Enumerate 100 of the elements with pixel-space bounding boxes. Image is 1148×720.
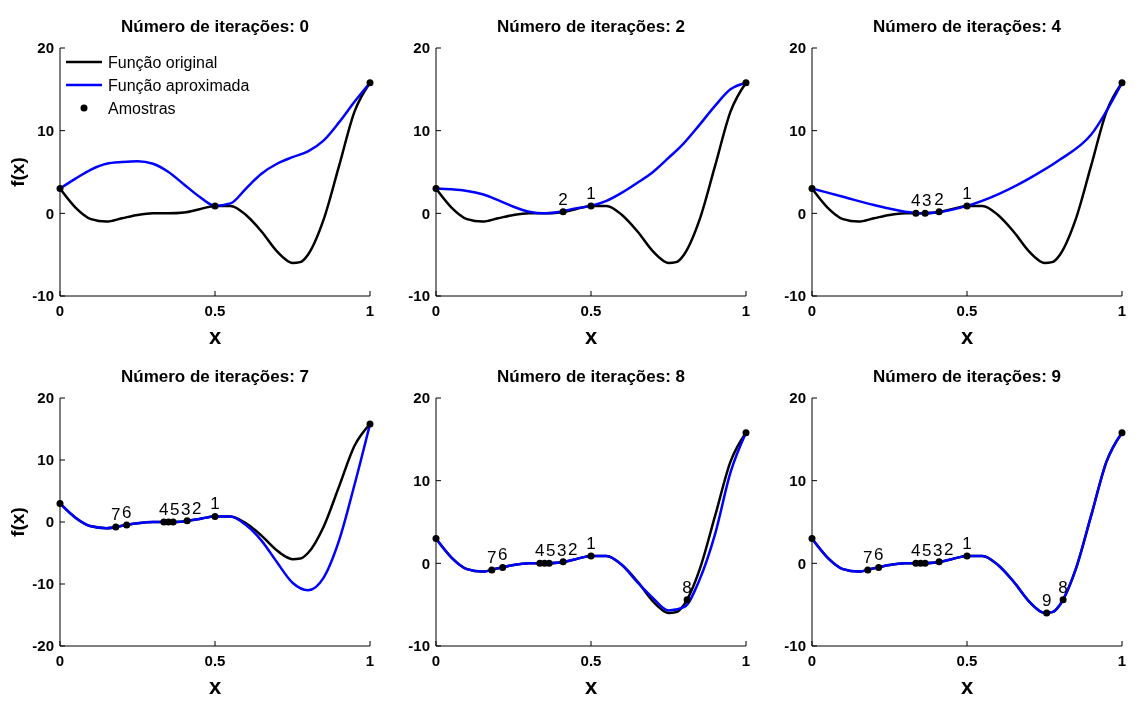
x-tick-label: 1	[741, 652, 751, 669]
annotation: 1	[210, 494, 220, 514]
annotation: 5	[922, 541, 932, 561]
point	[587, 552, 595, 560]
annotation: 1	[586, 533, 596, 553]
point	[1118, 79, 1126, 87]
annotation: 6	[122, 503, 132, 523]
x-axis-title: x	[960, 324, 974, 349]
point	[935, 208, 943, 216]
chart-title: Número de iterações: 2	[496, 17, 686, 36]
annotation: 7	[487, 547, 497, 567]
chart-title: Número de iterações: 7	[120, 367, 310, 386]
y-tick-label: -10	[32, 575, 54, 593]
chart-title: Número de iterações: 8	[496, 367, 686, 386]
x-tick-label: 0.5	[204, 302, 226, 319]
x-tick-label: 1	[1117, 652, 1127, 669]
legend-label: Amostras	[108, 99, 176, 117]
annotation: 4	[911, 191, 921, 211]
x-tick-label: 1	[1117, 302, 1127, 319]
point	[742, 79, 750, 87]
point	[366, 420, 374, 428]
y-axis-title: f(x)	[7, 157, 28, 187]
point	[559, 558, 567, 566]
y-tick-label: -20	[32, 637, 54, 655]
point	[963, 202, 971, 210]
annotation: 3	[557, 541, 567, 561]
point	[864, 566, 872, 574]
y-axis-title: f(x)	[7, 507, 28, 537]
annotation: 7	[111, 504, 121, 524]
chart-title: Número de iterações: 9	[872, 367, 1062, 386]
annotation: 5	[170, 500, 180, 519]
point	[1059, 596, 1067, 604]
chart-title: Número de iterações: 0	[120, 17, 310, 36]
point	[123, 521, 131, 529]
point	[112, 523, 120, 531]
x-tick-label: 1	[365, 302, 375, 319]
y-tick-label: 20	[37, 39, 54, 57]
y-tick-label: 0	[421, 554, 430, 572]
point	[211, 202, 219, 210]
x-tick-label: 1	[365, 652, 375, 669]
annotation: 3	[922, 191, 932, 211]
y-tick-label: 0	[45, 204, 54, 222]
annotation: 9	[1041, 590, 1052, 610]
annotation: 1	[586, 183, 596, 203]
y-tick-label: 10	[413, 471, 430, 489]
annotation: 4	[159, 500, 169, 519]
y-tick-label: -10	[408, 287, 430, 305]
annotation: 6	[874, 545, 884, 565]
x-tick-label: 0.5	[580, 652, 602, 669]
annotation: 5	[546, 541, 556, 561]
y-tick-label: 20	[413, 39, 430, 57]
point	[587, 202, 595, 210]
y-tick-label: 10	[413, 121, 430, 139]
y-tick-label: -10	[784, 287, 806, 305]
annotation: 2	[192, 498, 202, 518]
point	[921, 209, 929, 217]
annotation: 2	[558, 189, 568, 209]
x-tick-label: 0.5	[204, 652, 226, 669]
annotation: 3	[933, 541, 943, 561]
point	[935, 558, 943, 566]
point	[912, 209, 920, 217]
annotation: 2	[934, 189, 944, 209]
y-tick-label: 20	[37, 389, 54, 407]
annotation: 8	[682, 577, 692, 597]
point	[499, 563, 507, 571]
x-tick-label: 0.5	[956, 302, 978, 319]
point	[1043, 609, 1051, 617]
point	[742, 429, 750, 437]
annotation: 6	[498, 545, 508, 565]
x-axis-title: x	[584, 674, 598, 699]
y-tick-label: 20	[789, 389, 806, 407]
annotation: 1	[962, 533, 972, 553]
point	[921, 559, 929, 567]
annotation: 8	[1058, 577, 1068, 597]
y-tick-label: 20	[413, 389, 430, 407]
point	[169, 518, 177, 526]
legend-label: Função aproximada	[108, 76, 250, 94]
y-tick-label: 10	[789, 471, 806, 489]
point	[963, 552, 971, 560]
annotation: 7	[863, 547, 873, 567]
point	[366, 79, 374, 87]
y-tick-label: 0	[797, 204, 806, 222]
x-axis-title: x	[208, 674, 222, 699]
point	[183, 517, 191, 525]
x-axis-title: x	[208, 324, 222, 349]
y-tick-label: -10	[784, 637, 806, 655]
y-tick-label: -10	[408, 637, 430, 655]
annotation: 2	[944, 539, 954, 559]
x-tick-label: 0.5	[956, 652, 978, 669]
point	[211, 512, 219, 520]
y-tick-label: 0	[45, 513, 54, 531]
point	[1118, 429, 1126, 437]
annotation: 4	[911, 541, 921, 561]
annotation: 3	[181, 500, 191, 519]
annotation: 2	[568, 539, 578, 559]
y-tick-label: 0	[421, 204, 430, 222]
point	[545, 559, 553, 567]
y-tick-label: 20	[789, 39, 806, 57]
legend-label: Função original	[108, 53, 218, 71]
x-axis-title: x	[584, 324, 598, 349]
